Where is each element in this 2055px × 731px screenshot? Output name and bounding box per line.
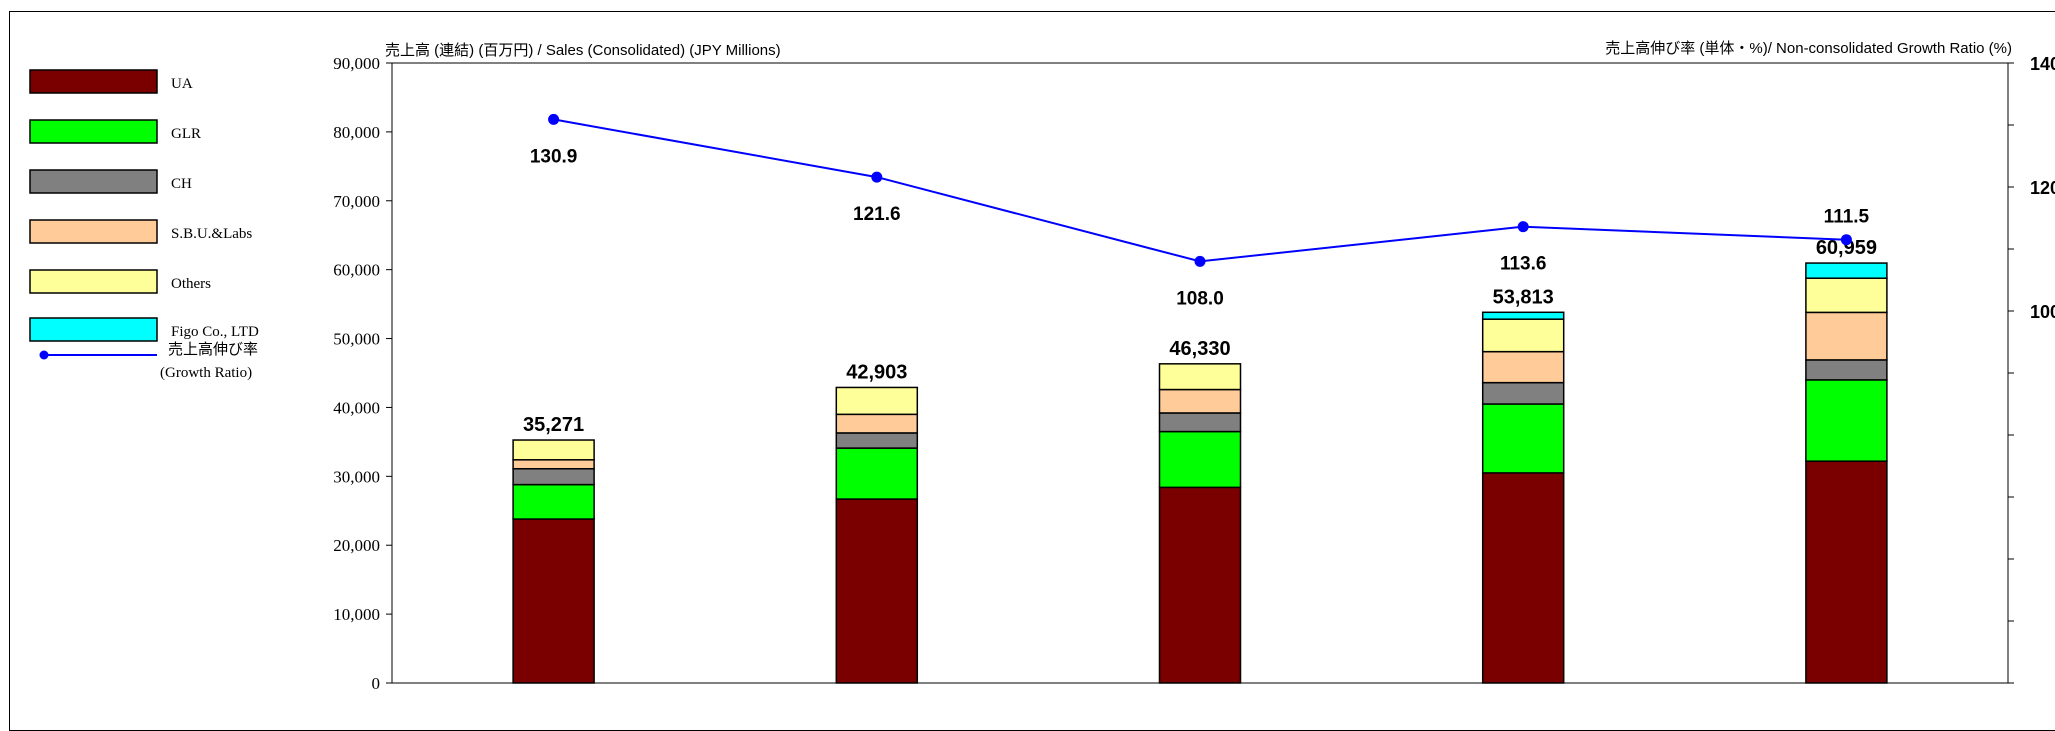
sales-chart: 0 10,000 20,000 30,000 40,000 50,000 60,000 70,…: [29, 40, 2055, 693]
growth-point: [1194, 255, 1206, 267]
bar-segment: [1481, 403, 1565, 474]
legend-swatch: [29, 69, 158, 94]
y-tick-label: 60,000: [333, 261, 380, 280]
bar-segment: [1481, 311, 1565, 320]
bar-segment: [1481, 318, 1565, 353]
bar-segment: [1805, 262, 1888, 279]
bar-segment: [835, 432, 919, 449]
bar-segment: [1805, 277, 1888, 314]
legend-growth-marker: [39, 350, 49, 360]
bar-segment: [1158, 412, 1242, 433]
bar-segment: [512, 518, 595, 684]
legend-label: GLR: [171, 126, 201, 142]
bar-segment: [512, 483, 595, 520]
y-tick-label: 90,000: [333, 54, 380, 73]
legend-growth-label-en: (Growth Ratio): [160, 365, 252, 381]
y-tick-label: 40,000: [333, 398, 380, 417]
total-label: 46,330: [1169, 338, 1230, 360]
bar-segment: [1805, 379, 1888, 462]
legend-label: S.B.U.&Labs: [171, 226, 252, 242]
y-tick-label: 80,000: [333, 123, 380, 142]
bar-segment: [1481, 472, 1565, 684]
bar-segment: [835, 498, 919, 684]
bar-segment: [835, 386, 919, 416]
growth-label: 113.6: [1500, 254, 1547, 275]
growth-line: [553, 118, 1847, 263]
growth-point: [871, 171, 883, 183]
legend-label: Others: [171, 276, 211, 292]
growth-point: [1840, 234, 1852, 246]
y-tick-label: 30,000: [333, 467, 380, 486]
bar-segment: [512, 459, 595, 470]
bar-segment: [512, 468, 595, 486]
bar-segment: [1805, 460, 1888, 684]
legend-label: UA: [171, 76, 193, 92]
bar-segment: [512, 439, 595, 461]
bar-segment: [1158, 388, 1242, 414]
legend-swatch: [29, 219, 158, 244]
legend-swatch: [29, 317, 158, 342]
y2-tick-label: 100: [2030, 302, 2055, 322]
growth-label: 111.5: [1824, 207, 1870, 228]
bar-segment: [835, 447, 919, 500]
legend-swatch: [29, 269, 158, 294]
legend-swatch: [29, 119, 158, 144]
growth-point: [548, 113, 560, 125]
legend-swatch: [29, 169, 158, 194]
y-tick-label: 70,000: [333, 192, 380, 211]
y-tick-label: 50,000: [333, 330, 380, 349]
bar-segment: [1158, 430, 1242, 489]
total-label: 60,959: [1816, 237, 1877, 259]
y-tick-label: 20,000: [333, 536, 380, 555]
bar-segment: [1158, 363, 1242, 391]
bar-segment: [835, 413, 919, 434]
growth-label: 121.6: [853, 204, 901, 225]
legend-label: CH: [171, 176, 192, 192]
bar-segment: [1481, 350, 1565, 384]
bar-segment: [1158, 486, 1242, 684]
total-label: 42,903: [846, 361, 907, 383]
growth-label: 130.9: [530, 146, 578, 167]
growth-label: 108.0: [1176, 288, 1224, 309]
y2-axis-title: 売上高伸び率 (単体・%)/ Non-consolidated Growth R…: [1605, 40, 2012, 57]
legend-label: Figo Co., LTD: [171, 324, 259, 340]
growth-point: [1517, 221, 1529, 233]
total-label: 53,813: [1493, 286, 1554, 308]
bar-segment: [1805, 311, 1888, 361]
bar-segment: [1481, 381, 1565, 405]
legend-growth-label: 売上高伸び率: [168, 341, 258, 358]
total-label: 35,271: [523, 414, 584, 436]
y-axis-title: 売上高 (連結) (百万円) / Sales (Consolidated) (J…: [385, 42, 781, 59]
y2-tick-label: 140: [2030, 54, 2055, 74]
y-tick-label: 10,000: [333, 605, 380, 624]
bar-segment: [1805, 359, 1888, 381]
y2-tick-label: 120: [2030, 178, 2055, 198]
y-tick-label: 0: [372, 674, 381, 693]
